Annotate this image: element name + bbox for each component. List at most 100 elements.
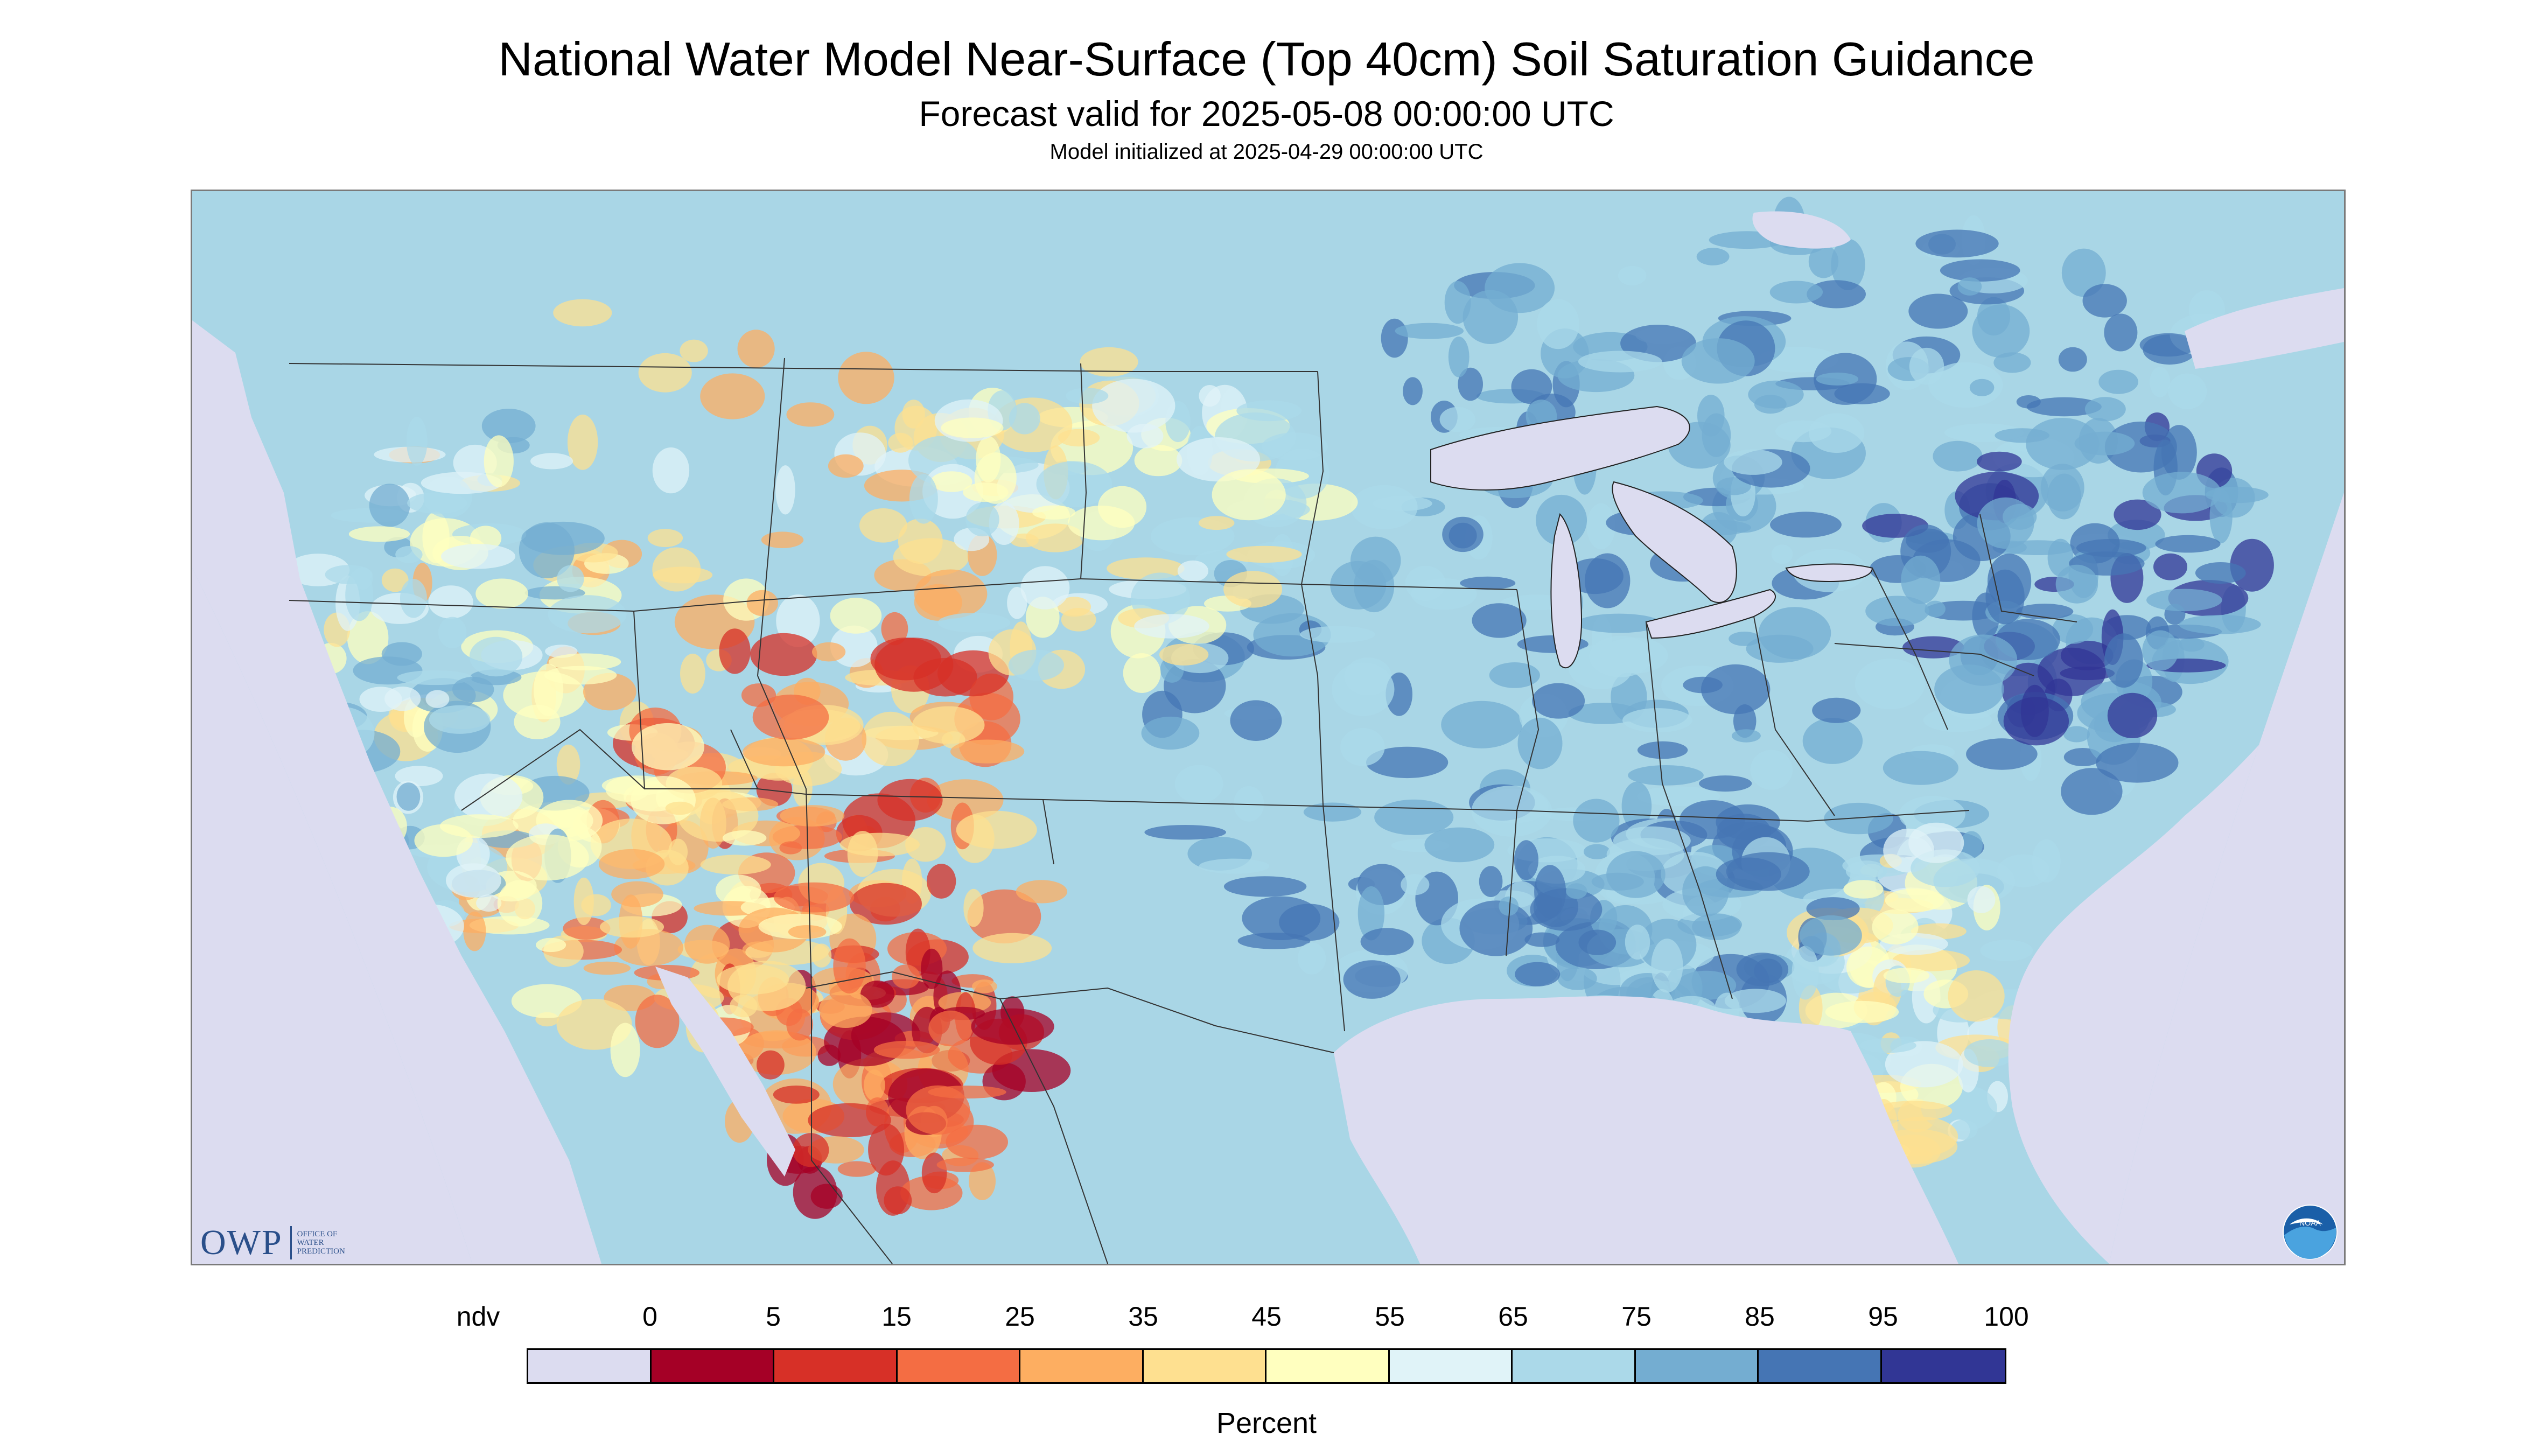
saturation-patch [1401, 874, 1430, 895]
saturation-patch [2142, 472, 2221, 514]
saturation-patch [638, 353, 692, 393]
saturation-patch [909, 474, 938, 524]
saturation-patch [1471, 786, 1552, 837]
soil-saturation-map [191, 190, 2346, 1265]
legend-swatch [528, 1350, 652, 1382]
saturation-patch [1754, 958, 1783, 983]
saturation-patch [400, 579, 427, 618]
saturation-patch [1702, 413, 1731, 457]
legend-tick-label: 65 [1498, 1301, 1528, 1332]
saturation-patch [446, 863, 501, 898]
saturation-patch [652, 547, 701, 592]
saturation-patch [2104, 313, 2138, 352]
saturation-patch [454, 773, 523, 820]
atlantic-ocean [2008, 493, 2344, 1264]
political-boundaries [289, 358, 2077, 1264]
saturation-patch [1459, 900, 1533, 956]
saturation-patch [1915, 229, 1999, 258]
saturation-patch [429, 705, 491, 734]
saturation-patch [2146, 589, 2222, 612]
saturation-patch [1808, 244, 1839, 278]
saturation-patch [898, 519, 943, 564]
saturation-patch [1966, 738, 2038, 770]
saturation-patch [1618, 265, 1647, 286]
saturation-patch [700, 373, 765, 419]
color-scale-legend [527, 1348, 2006, 1384]
owp-logo-divider [290, 1226, 292, 1259]
saturation-patch [1395, 323, 1464, 339]
legend-unit-label: Percent [1216, 1407, 1317, 1439]
saturation-patch [439, 814, 519, 838]
saturation-patch [972, 933, 1052, 963]
saturation-patch [1174, 765, 1223, 803]
saturation-patch [1933, 440, 1983, 472]
saturation-patch [2084, 397, 2126, 422]
saturation-patch [1908, 822, 1964, 863]
saturation-patch [1199, 858, 1270, 874]
legend-swatch [774, 1350, 898, 1382]
saturation-patch [1806, 897, 1860, 921]
saturation-patch [780, 805, 845, 827]
saturation-patch [1628, 765, 1704, 786]
saturation-patch [1825, 1000, 1899, 1023]
saturation-patch [833, 938, 866, 994]
saturation-patch [2153, 553, 2187, 580]
saturation-patch [396, 782, 421, 811]
saturation-patch [868, 1123, 905, 1176]
saturation-patch [610, 1023, 640, 1077]
saturation-patch [497, 880, 543, 927]
owp-logo-subtext: OFFICE OF WATER PREDICTION [297, 1230, 345, 1256]
saturation-patch [1750, 750, 1793, 790]
legend-labels: ndv 0 5 15 25 35 45 55 65 75 85 95 100 [0, 1303, 2533, 1338]
saturation-patch [583, 961, 631, 975]
saturation-patch [830, 598, 882, 634]
saturation-patch [665, 801, 694, 815]
saturation-patch [793, 769, 813, 807]
saturation-patch [1351, 485, 1418, 530]
saturation-patch [756, 773, 793, 807]
pacific-ocean [192, 320, 601, 1264]
saturation-patch [1534, 865, 1566, 919]
saturation-patch [536, 937, 566, 953]
saturation-patch [2061, 248, 2106, 297]
saturation-patch [1977, 497, 2034, 549]
saturation-patch [1236, 400, 1302, 422]
saturation-patch [722, 830, 767, 846]
saturation-patch [786, 1009, 814, 1041]
saturation-patch [1577, 613, 1661, 633]
saturation-patch [684, 925, 730, 964]
saturation-patch [775, 465, 795, 515]
saturation-patch [476, 894, 502, 912]
saturation-patch [1472, 603, 1527, 638]
saturation-patch [1865, 596, 1929, 627]
saturation-patch [463, 911, 486, 951]
saturation-patch [2096, 743, 2179, 783]
saturation-patch [1964, 1039, 2016, 1067]
saturation-patch [921, 948, 943, 989]
saturation-patch [971, 1008, 1054, 1045]
saturation-patch [438, 617, 467, 648]
legend-tick-label: 45 [1251, 1301, 1282, 1332]
saturation-patch [1058, 429, 1100, 447]
legend-swatch [897, 1350, 1020, 1382]
saturation-patch [1020, 566, 1070, 610]
saturation-patch [1448, 337, 1470, 377]
saturation-patch [1515, 962, 1561, 986]
saturation-patch [2026, 397, 2102, 417]
legend-swatch [651, 1350, 774, 1382]
lake-erie [1645, 589, 1776, 639]
noaa-logo-text: NOAA [2299, 1219, 2321, 1227]
saturation-patch [1967, 886, 1996, 913]
saturation-patch [1009, 403, 1040, 435]
saturation-patch [1199, 385, 1221, 407]
saturation-patch [2076, 538, 2146, 557]
water-bodies [192, 211, 2344, 1264]
legend-tick-label: 35 [1128, 1301, 1158, 1332]
saturation-patch [974, 452, 1017, 504]
saturation-patch [581, 894, 611, 916]
saturation-patch [2168, 373, 2207, 409]
saturation-patch [2205, 486, 2269, 503]
saturation-patch [1517, 717, 1563, 769]
legend-tick-label: 15 [881, 1301, 912, 1332]
saturation-patch [1092, 379, 1175, 433]
